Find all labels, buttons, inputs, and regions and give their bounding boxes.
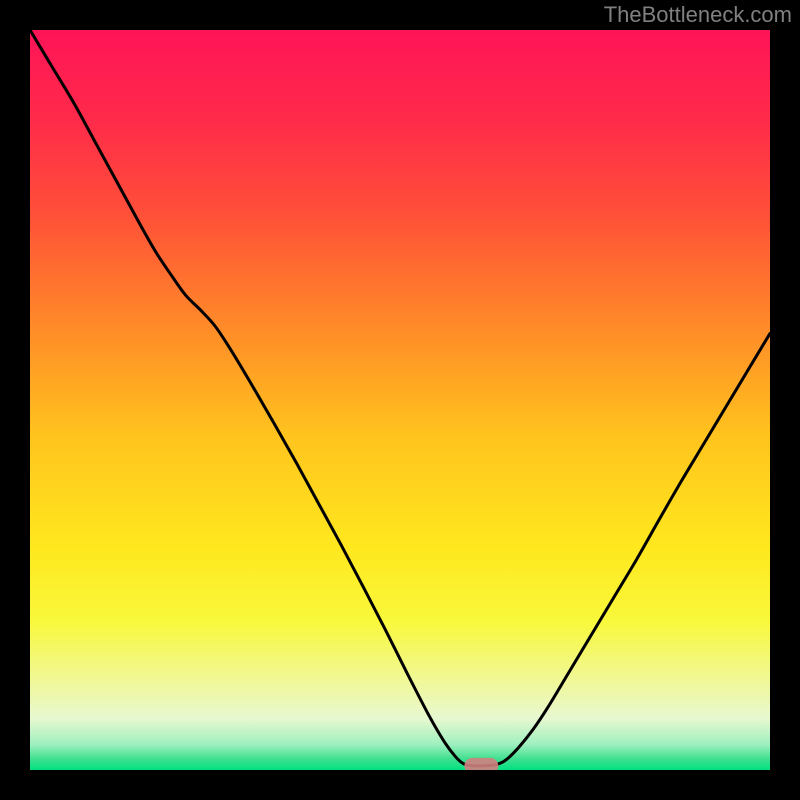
bottleneck-curve — [30, 30, 770, 766]
optimal-marker — [465, 757, 498, 770]
plot-area — [30, 30, 770, 770]
watermark: TheBottleneck.com — [604, 2, 792, 28]
curve-svg — [30, 30, 770, 770]
